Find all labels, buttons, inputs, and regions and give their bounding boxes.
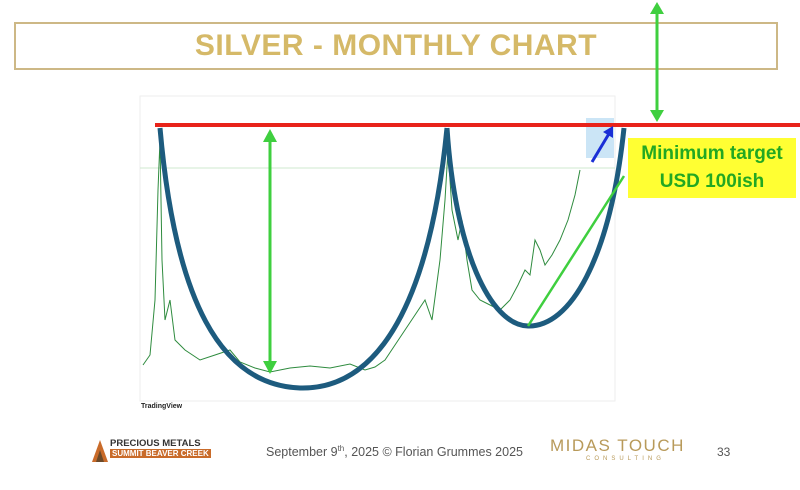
midas-logo: MIDAS TOUCH <box>550 436 685 455</box>
cup-curve <box>157 127 450 391</box>
midas-subtitle: CONSULTING <box>586 456 665 462</box>
callout-line: Minimum target <box>641 143 783 164</box>
title-box: SILVER - MONTHLY CHART <box>14 22 778 70</box>
footer-text: September 9th, 2025 © Florian Grummes 20… <box>266 444 523 459</box>
footer-date: September 9 <box>266 445 338 460</box>
footer-suffix: th <box>337 444 345 453</box>
summit-icon <box>92 440 108 462</box>
arrow-head <box>263 361 277 374</box>
arrow-head <box>650 2 664 14</box>
arrow-head <box>650 110 664 122</box>
summit-logo: PRECIOUS METALS SUMMIT BEAVER CREEK <box>92 437 211 463</box>
arrow-head <box>603 126 613 138</box>
callout-line: USD 100ish <box>659 171 765 192</box>
summit-text: SUMMIT BEAVER CREEK <box>110 449 211 458</box>
arrow-head <box>263 129 277 142</box>
target-arrow <box>590 131 612 163</box>
price-line <box>142 139 581 373</box>
target-callout: Minimum target USD 100ish <box>628 138 796 198</box>
summit-text: PRECIOUS METALS <box>110 438 201 449</box>
tradingview-logo: TradingView <box>141 403 183 410</box>
page-number: 33 <box>717 445 731 459</box>
slide-title: SILVER - MONTHLY CHART <box>194 29 598 62</box>
trend-line <box>526 175 626 327</box>
footer-credit: , 2025 © Florian Grummes 2025 <box>344 445 523 460</box>
